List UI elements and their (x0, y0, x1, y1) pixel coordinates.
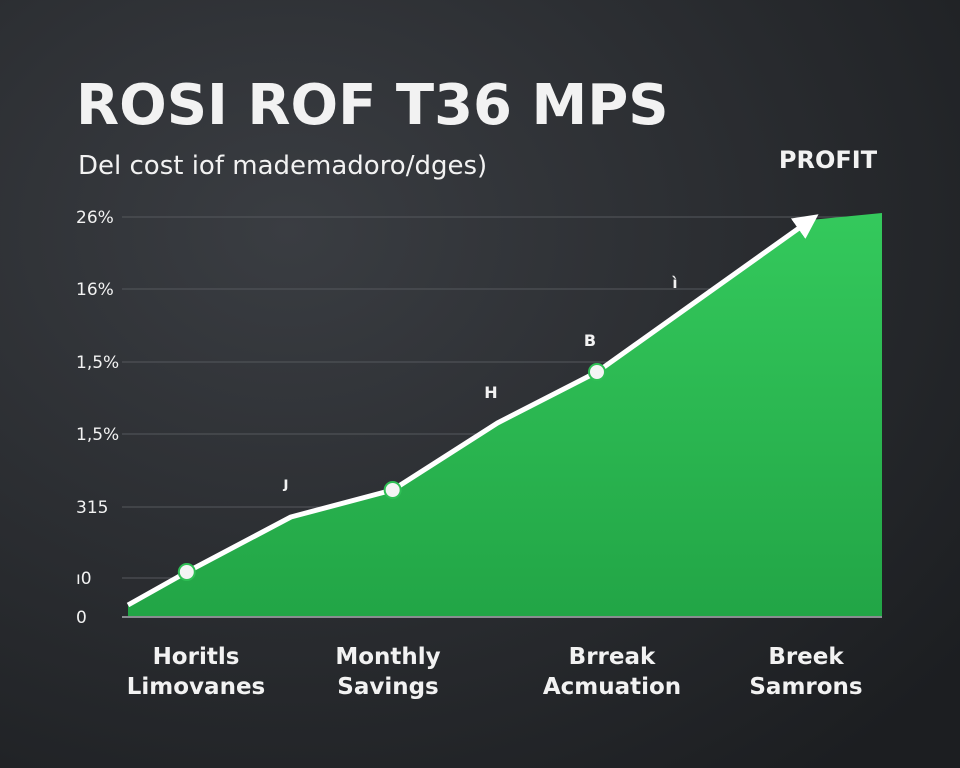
annotation: H (484, 383, 497, 402)
y-tick-label: 1,5% (76, 353, 119, 373)
y-tick-label: 26% (76, 208, 114, 228)
y-tick-label: 0 (76, 608, 87, 628)
y-tick-label: 16% (76, 280, 114, 300)
point-marker (383, 481, 402, 499)
x-tick-label: Samrons (749, 674, 862, 700)
chart-title: ROSI ROF T36 MPS (76, 73, 669, 138)
y-tick-label: ı0 (76, 569, 92, 589)
annotation: B (584, 331, 596, 350)
x-tick-label: Brreak (569, 644, 656, 670)
point-marker (587, 363, 606, 381)
y-tick-label: 1,5% (76, 425, 119, 445)
x-tick-label: Horitls (153, 644, 240, 670)
annotation: PROFIT (779, 146, 878, 174)
y-tick-label: 315 (76, 498, 108, 518)
area (128, 213, 882, 617)
point-marker (177, 563, 196, 581)
x-tick-label: Limovanes (127, 674, 265, 700)
x-tick-label: Monthly (335, 644, 440, 670)
annotation: ȷ (282, 474, 288, 492)
annotation: ì (671, 274, 677, 292)
chart-subtitle: Del cost iof mademadoro/dges) (78, 151, 487, 181)
x-tick-label: Acmuation (543, 674, 681, 700)
x-tick-label: Breek (768, 644, 844, 670)
x-tick-label: Savings (337, 674, 439, 700)
